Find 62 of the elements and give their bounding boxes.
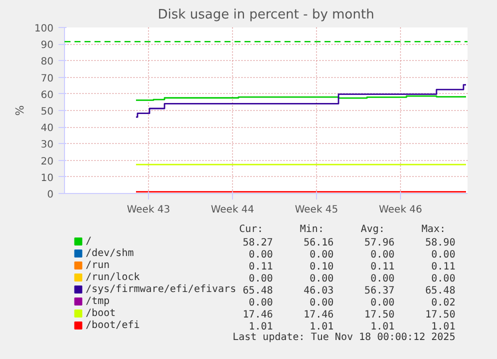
legend-label: / <box>86 236 92 247</box>
y-tick-label: 10 <box>40 172 54 184</box>
y-tick-label: 90 <box>40 40 54 52</box>
y-tick-label: 0 <box>47 190 54 200</box>
y-tick-label: 60 <box>40 90 54 101</box>
text: 56.16 <box>304 238 334 248</box>
y-tick-label: 30 <box>40 140 54 151</box>
text: 65.48 <box>425 286 456 296</box>
text: 0.00 <box>310 274 334 284</box>
text: 56.37 <box>364 286 395 296</box>
text: 0.00 <box>248 274 273 284</box>
text: Avg: <box>360 224 385 235</box>
x-tick-label: Week 43 <box>126 204 170 216</box>
text: Last update: Tue Nov 18 00:00:12 2025 <box>232 332 456 343</box>
text: 17.46 <box>304 310 334 320</box>
text: 0.00 <box>370 250 395 260</box>
x-tick-label: Week 46 <box>378 204 422 216</box>
legend-label: /boot <box>86 308 116 319</box>
text: 0.00 <box>248 298 273 308</box>
text: 0.00 <box>431 274 456 284</box>
text: 57.96 <box>364 238 395 248</box>
text: 58.27 <box>242 238 273 248</box>
text: 1.01 <box>248 322 273 332</box>
text: 46.03 <box>304 286 334 296</box>
text: 58.90 <box>425 238 456 248</box>
text: 0.00 <box>431 250 456 260</box>
text: 0.10 <box>310 262 334 272</box>
legend-label: /run <box>86 260 110 271</box>
y-tick-label: 100 <box>34 24 54 34</box>
text: 0.11 <box>248 262 273 272</box>
text: Max: <box>422 224 446 235</box>
text: 0.11 <box>431 262 456 272</box>
y-tick-label: 20 <box>40 156 54 168</box>
text: 17.50 <box>425 310 456 320</box>
text: 0.11 <box>370 262 395 272</box>
text: 1.01 <box>431 322 456 332</box>
legend-label: /run/lock <box>86 272 140 283</box>
y-tick-label: 80 <box>40 56 54 68</box>
y-axis-title: % <box>13 105 26 116</box>
text: 65.48 <box>242 286 273 296</box>
y-tick-label: 40 <box>40 123 54 134</box>
text: 0.02 <box>431 298 456 308</box>
legend-label: /tmp <box>86 296 110 307</box>
text: 1.01 <box>370 322 395 332</box>
x-tick-label: Week 45 <box>294 204 338 216</box>
text: 17.50 <box>364 310 395 320</box>
text: 0.00 <box>370 274 395 284</box>
x-tick-label: Week 44 <box>210 204 254 216</box>
y-tick-label: 70 <box>40 73 54 84</box>
text: 0.00 <box>310 250 334 260</box>
text: 0.00 <box>310 298 334 308</box>
text: 0.00 <box>370 298 395 308</box>
text: 1.01 <box>310 322 334 332</box>
text: 0.00 <box>248 250 273 260</box>
y-tick-label: 50 <box>40 106 54 118</box>
text: 17.46 <box>242 310 273 320</box>
text: Cur: <box>239 224 264 235</box>
text: Min: <box>300 224 324 235</box>
chart-title: Disk usage in percent - by month <box>158 8 374 22</box>
legend-label: /dev/shm <box>86 248 134 259</box>
legend-label: /boot/efi <box>86 320 140 331</box>
legend-label: /sys/firmware/efi/efivars <box>86 284 236 295</box>
